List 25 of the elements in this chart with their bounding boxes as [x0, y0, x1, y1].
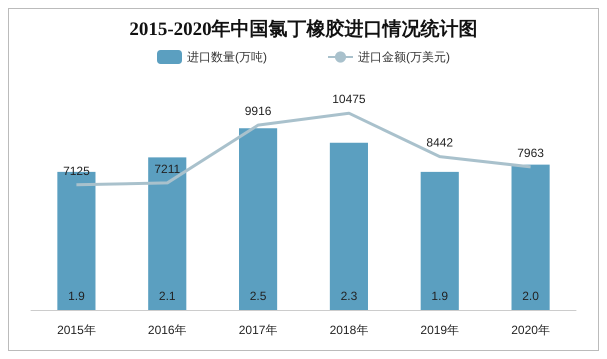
data-label: 2.1 — [158, 289, 176, 303]
bar — [330, 142, 368, 310]
x-tick-label: 2017年 — [238, 323, 278, 337]
x-tick-label: 2016年 — [148, 323, 187, 337]
data-label: 7211 — [154, 162, 180, 176]
data-label: 1.9 — [68, 289, 86, 303]
legend-label: 进口数量(万吨) — [187, 50, 268, 64]
data-label: 2.5 — [250, 289, 267, 303]
data-label: 8442 — [426, 136, 454, 150]
chart-title: 2015-2020年中国氯丁橡胶进口情况统计图 — [129, 18, 478, 40]
x-tick-label: 2015年 — [57, 323, 96, 337]
x-tick-label: 2020年 — [511, 323, 550, 337]
data-label: 2.3 — [340, 289, 358, 303]
x-tick-label: 2019年 — [420, 323, 460, 337]
legend-label: 进口金额(万美元) — [358, 50, 450, 64]
x-tick-label: 2018年 — [330, 323, 368, 337]
data-label: 2.0 — [522, 289, 540, 303]
data-label: 7963 — [517, 146, 544, 160]
bar — [512, 164, 550, 310]
bar — [239, 128, 278, 310]
data-label: 10475 — [332, 92, 366, 106]
bar — [420, 172, 459, 310]
data-label: 9916 — [244, 104, 272, 118]
data-label: 1.9 — [431, 289, 448, 303]
bar — [148, 157, 186, 310]
